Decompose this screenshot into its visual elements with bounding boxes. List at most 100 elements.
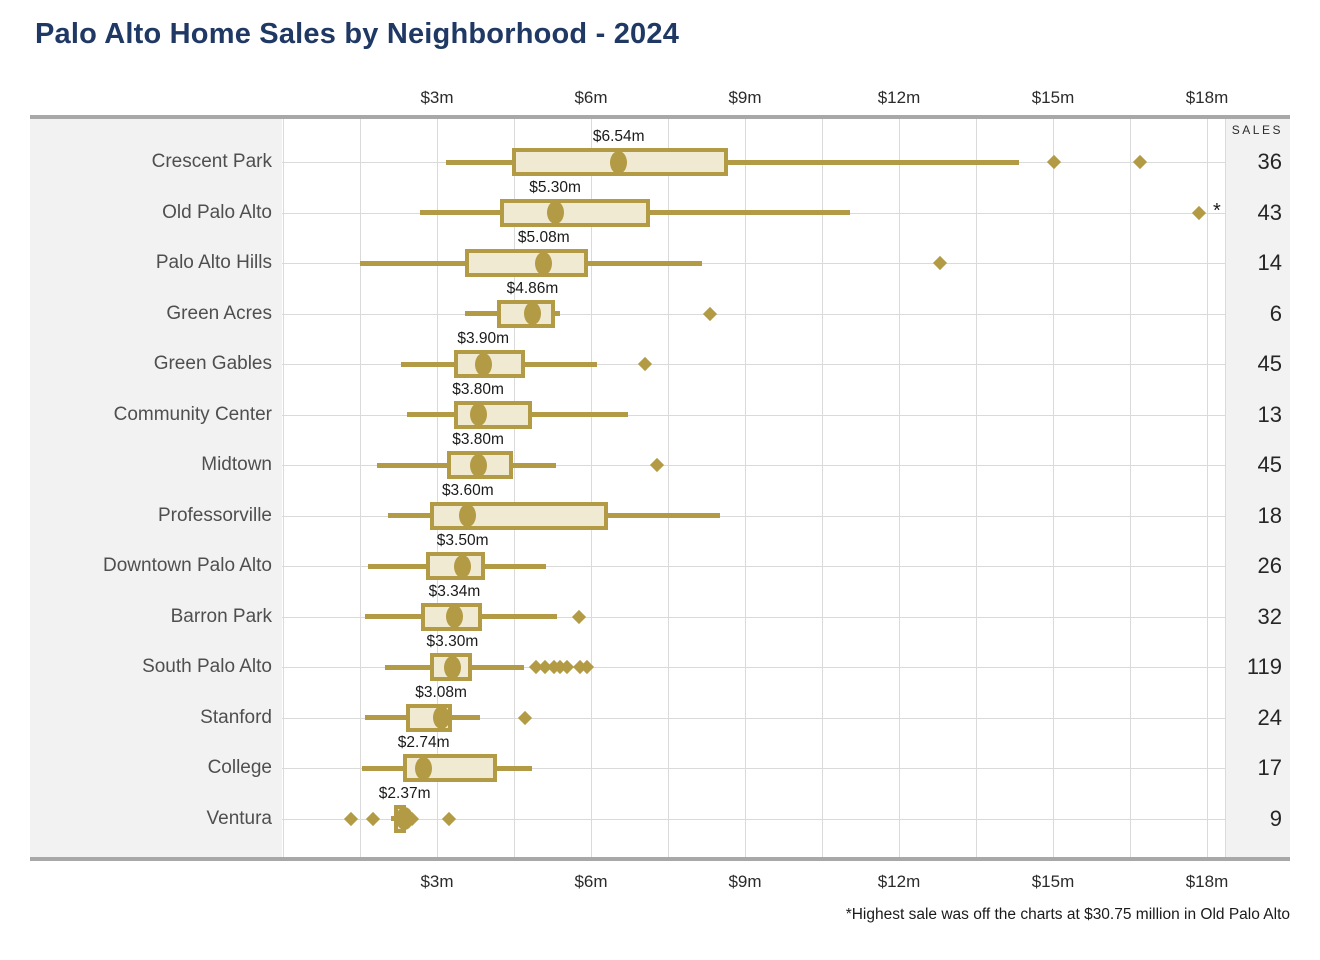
boxplot-box[interactable]	[429, 501, 608, 530]
outlier-diamond-icon[interactable]	[1133, 154, 1148, 170]
median-value-label: $3.90m	[457, 330, 510, 347]
median-marker[interactable]	[443, 655, 461, 679]
outlier-diamond-icon[interactable]	[1046, 154, 1062, 170]
x-axis-tick-label-top: $3m	[420, 88, 454, 107]
sales-value: 13	[1257, 401, 1282, 427]
row-gridline	[282, 667, 1225, 668]
sales-value: 18	[1257, 502, 1282, 528]
x-axis-tick-label-bottom: $3m	[420, 872, 454, 891]
median-marker[interactable]	[469, 403, 487, 426]
outlier-diamond-icon[interactable]	[572, 609, 587, 624]
sales-value: 14	[1257, 250, 1282, 275]
row-gridline	[282, 566, 1225, 567]
x-gridline	[1053, 119, 1054, 857]
x-gridline	[822, 119, 823, 857]
boxplot-box[interactable]	[453, 400, 532, 429]
median-marker[interactable]	[610, 150, 628, 174]
row-label-neighborhood: Professorville	[157, 504, 272, 526]
sales-value: 36	[1257, 149, 1282, 174]
sales-value: 45	[1257, 452, 1282, 477]
x-axis-tick-label-bottom: $15m	[1031, 872, 1075, 891]
x-axis-tick-label-bottom: $12m	[877, 872, 921, 891]
row-label-neighborhood: Old Palo Alto	[162, 201, 272, 223]
x-axis-tick-label-top: $15m	[1031, 88, 1075, 107]
sales-value: 119	[1246, 654, 1282, 679]
outlier-diamond-icon[interactable]	[932, 255, 948, 271]
median-value-label: $3.34m	[428, 582, 481, 600]
boxplot-box[interactable]	[500, 198, 651, 227]
row-label-neighborhood: Stanford	[200, 706, 272, 728]
median-marker[interactable]	[546, 201, 564, 224]
boxplot-box[interactable]	[453, 350, 525, 378]
x-gridline	[514, 119, 515, 857]
outlier-diamond-icon[interactable]	[637, 356, 652, 372]
boxplot-box[interactable]	[497, 299, 556, 328]
median-value-label: $3.80m	[452, 380, 504, 398]
median-marker[interactable]	[535, 251, 553, 275]
boxplot-box[interactable]	[426, 552, 486, 580]
sales-value: 24	[1257, 704, 1282, 730]
top-axis-border	[30, 115, 1290, 119]
x-axis-tick-label-top: $12m	[877, 88, 921, 107]
outlier-diamond-icon[interactable]	[517, 710, 532, 725]
row-gridline	[282, 768, 1225, 769]
x-axis-tick-label-bottom: $9m	[728, 872, 762, 891]
median-marker[interactable]	[459, 504, 477, 527]
outlier-diamond-icon[interactable]	[441, 811, 456, 826]
x-axis-tick-label-top: $18m	[1185, 88, 1229, 107]
row-label-neighborhood: Green Gables	[153, 353, 272, 374]
median-marker[interactable]	[523, 302, 541, 325]
row-gridline	[282, 364, 1225, 365]
median-value-label: $3.80m	[452, 431, 504, 448]
outlier-diamond-icon[interactable]	[649, 457, 664, 473]
plot-left-edge-line	[283, 119, 284, 857]
median-marker[interactable]	[415, 756, 433, 780]
outlier-diamond-icon[interactable]	[703, 306, 718, 321]
row-label-neighborhood: College	[207, 757, 272, 778]
median-value-label: $3.50m	[436, 532, 489, 549]
x-gridline	[437, 119, 438, 857]
sales-panel	[1225, 119, 1290, 857]
median-marker[interactable]	[445, 605, 463, 628]
x-gridline	[976, 119, 977, 857]
x-axis-tick-label-bottom: $18m	[1185, 872, 1229, 891]
x-gridline	[591, 119, 592, 857]
boxplot-whisker[interactable]	[445, 159, 1019, 165]
row-label-panel	[30, 119, 282, 857]
row-label-neighborhood: South Palo Alto	[142, 656, 272, 677]
row-label-neighborhood: Midtown	[201, 454, 272, 475]
row-gridline	[282, 516, 1225, 517]
row-label-neighborhood: Ventura	[206, 807, 273, 829]
median-marker[interactable]	[432, 706, 450, 729]
median-value-label: $5.08m	[517, 229, 570, 246]
median-marker[interactable]	[454, 554, 472, 578]
row-gridline	[282, 263, 1225, 264]
sales-value: 45	[1257, 351, 1282, 376]
row-gridline	[282, 718, 1225, 719]
median-value-label: $3.60m	[441, 481, 494, 499]
median-marker[interactable]	[469, 453, 487, 477]
sales-value: 17	[1257, 755, 1282, 780]
x-gridline	[668, 119, 669, 857]
bottom-axis-border	[30, 857, 1290, 861]
outlier-diamond-icon[interactable]	[365, 811, 380, 826]
outlier-diamond-icon[interactable]	[1192, 205, 1207, 220]
x-gridline	[1130, 119, 1131, 857]
sales-column-header: SALES	[1231, 123, 1283, 137]
row-gridline	[282, 465, 1225, 466]
sales-value: 43	[1257, 199, 1282, 225]
median-marker[interactable]	[474, 352, 492, 376]
boxplot-box[interactable]	[465, 249, 588, 277]
sales-value: 9	[1269, 805, 1282, 831]
median-value-label: $5.30m	[529, 178, 581, 196]
outlier-diamond-icon[interactable]	[343, 811, 358, 826]
row-label-neighborhood: Crescent Park	[151, 151, 272, 172]
median-value-label: $4.86m	[506, 279, 559, 297]
row-gridline	[282, 819, 1225, 820]
x-gridline	[899, 119, 900, 857]
median-value-label: $3.08m	[415, 683, 467, 701]
median-marker[interactable]	[396, 807, 414, 830]
row-label-neighborhood: Downtown Palo Alto	[103, 555, 272, 576]
row-label-neighborhood: Community Center	[113, 403, 272, 425]
